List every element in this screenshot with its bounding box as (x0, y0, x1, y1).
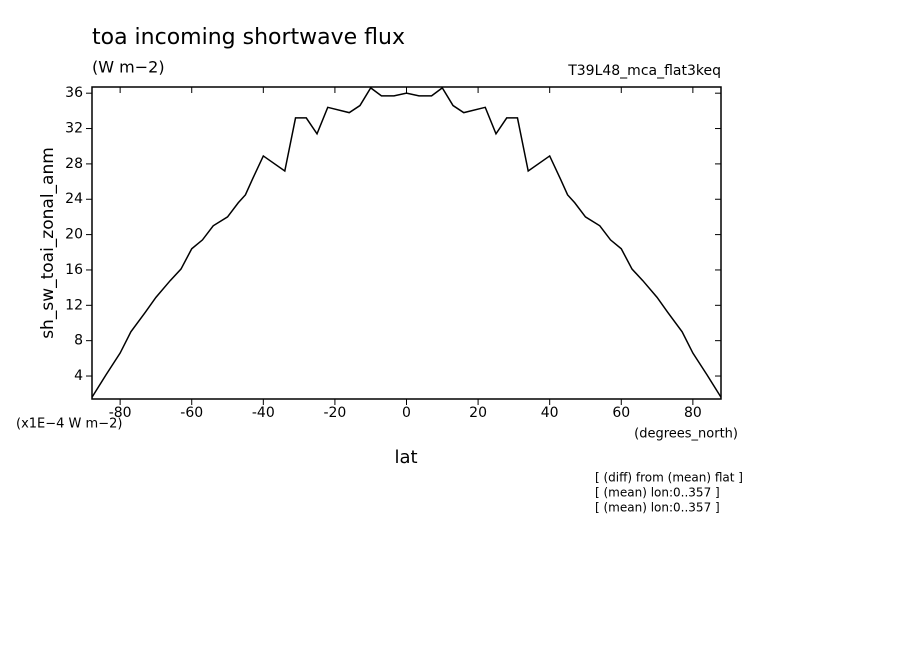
x-units: (degrees_north) (634, 427, 738, 442)
y-tick-label: 16 (65, 262, 83, 278)
units: (W m−2) (92, 58, 165, 77)
x-tick-label: 40 (541, 405, 559, 421)
x-tick-label: -20 (323, 405, 346, 421)
x-tick-label: -60 (180, 405, 203, 421)
run-label: T39L48_mca_flat3keq (567, 63, 721, 79)
note: [ (diff) from (mean) flat ] (595, 471, 743, 485)
x-tick-label: 80 (684, 405, 702, 421)
x-axis-label: lat (394, 447, 417, 468)
chart-title: toa incoming shortwave flux (92, 25, 405, 50)
plot-frame (91, 86, 722, 400)
y-tick-label: 8 (74, 333, 83, 349)
y-tick-label: 36 (65, 85, 83, 101)
y-tick-label: 4 (74, 368, 83, 384)
scale-note: (x1E−4 W m−2) (16, 417, 122, 432)
note: [ (mean) lon:0..357 ] (595, 501, 720, 515)
x-tick-label: 0 (402, 405, 411, 421)
y-tick-label: 32 (65, 121, 83, 137)
y-axis-label: sh_sw_toai_zonal_anm (38, 147, 58, 339)
x-tick-label: 60 (612, 405, 630, 421)
x-tick-label: 20 (469, 405, 487, 421)
y-tick-label: 28 (65, 156, 83, 172)
y-tick-label: 24 (65, 191, 83, 207)
x-tick-label: -80 (109, 405, 132, 421)
y-tick-label: 20 (65, 227, 83, 243)
data-line (91, 86, 722, 398)
x-tick-label: -40 (252, 405, 275, 421)
note: [ (mean) lon:0..357 ] (595, 486, 720, 500)
y-tick-label: 12 (65, 297, 83, 313)
